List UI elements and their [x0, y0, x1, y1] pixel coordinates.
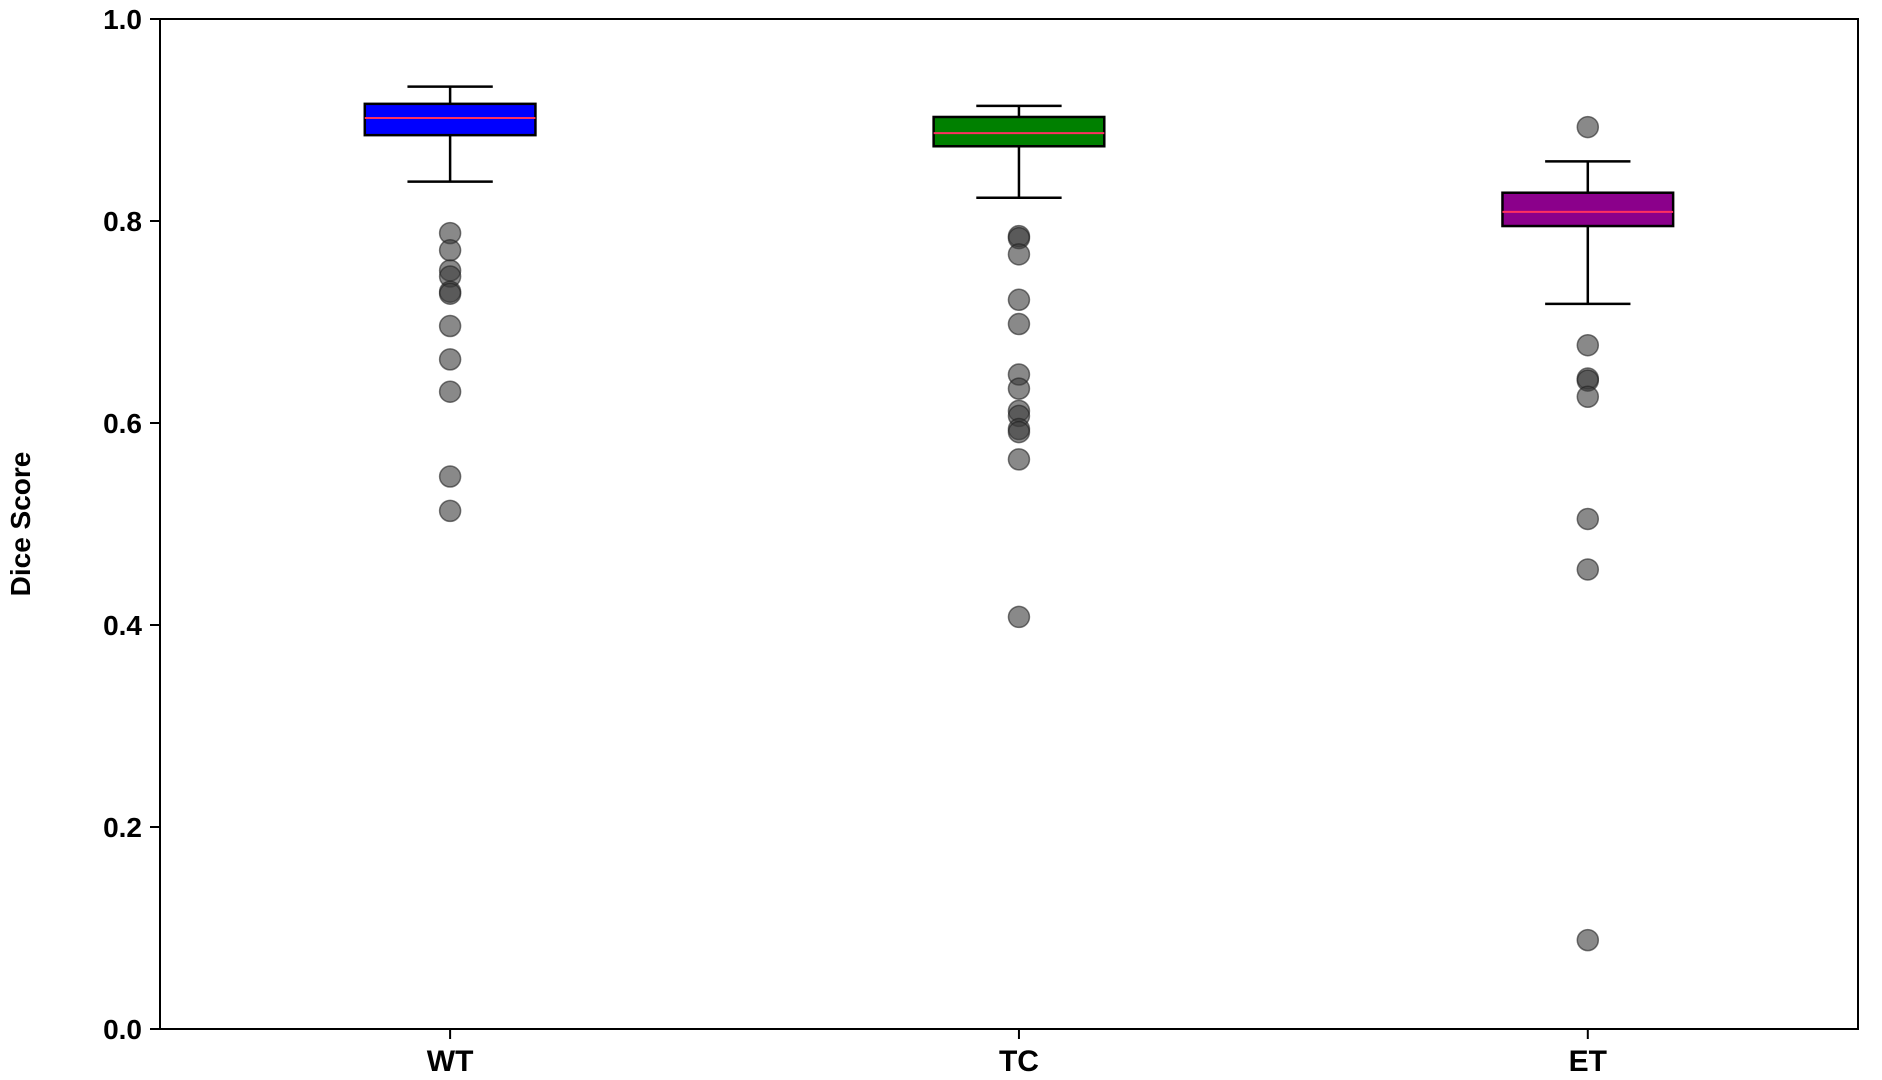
box-iqr: [1501, 191, 1675, 228]
x-tick-label: ET: [1569, 1045, 1607, 1075]
outlier-point: [438, 282, 462, 305]
box-tc: [932, 104, 1106, 629]
outlier-point: [1576, 115, 1600, 139]
x-tick-label: TC: [999, 1045, 1039, 1075]
y-tick-label: 0.2: [103, 812, 142, 843]
outlier-point: [438, 239, 462, 262]
outlier-point: [438, 380, 462, 403]
boxes: [363, 85, 1675, 952]
y-tick-label: 0.6: [103, 408, 142, 439]
outlier-point: [1576, 333, 1600, 357]
outlier-point: [1007, 605, 1031, 629]
outlier-point: [1007, 312, 1031, 336]
outlier-point: [1576, 928, 1600, 952]
outlier-point: [1007, 377, 1031, 400]
outlier-point: [1007, 243, 1031, 266]
outlier-point: [1007, 448, 1031, 471]
y-axis-label: Dice Score: [5, 452, 36, 597]
outlier-point: [438, 314, 462, 338]
y-tick-label: 0.4: [103, 610, 142, 641]
y-tick-label: 1.0: [103, 4, 142, 35]
x-tick-label: WT: [427, 1045, 474, 1075]
outlier-point: [438, 348, 462, 371]
x-axis: WT TC ET: [427, 1029, 1607, 1078]
outlier-point: [438, 465, 462, 488]
box-iqr: [363, 102, 537, 137]
y-axis: 0.0 0.2 0.4 0.6 0.8 1.0: [103, 4, 160, 1045]
box-et: [1501, 115, 1675, 952]
outlier-point: [1007, 288, 1031, 312]
box-iqr: [932, 115, 1106, 148]
outlier-point: [438, 499, 462, 523]
outlier-point: [1576, 385, 1600, 408]
box-wt: [363, 85, 537, 523]
outlier-point: [1576, 558, 1600, 581]
y-tick-label: 0.0: [103, 1014, 142, 1045]
outlier-point: [1007, 420, 1031, 444]
outlier-point: [1576, 507, 1600, 531]
y-tick-label: 0.8: [103, 206, 142, 237]
plot-frame: [159, 18, 1859, 1030]
